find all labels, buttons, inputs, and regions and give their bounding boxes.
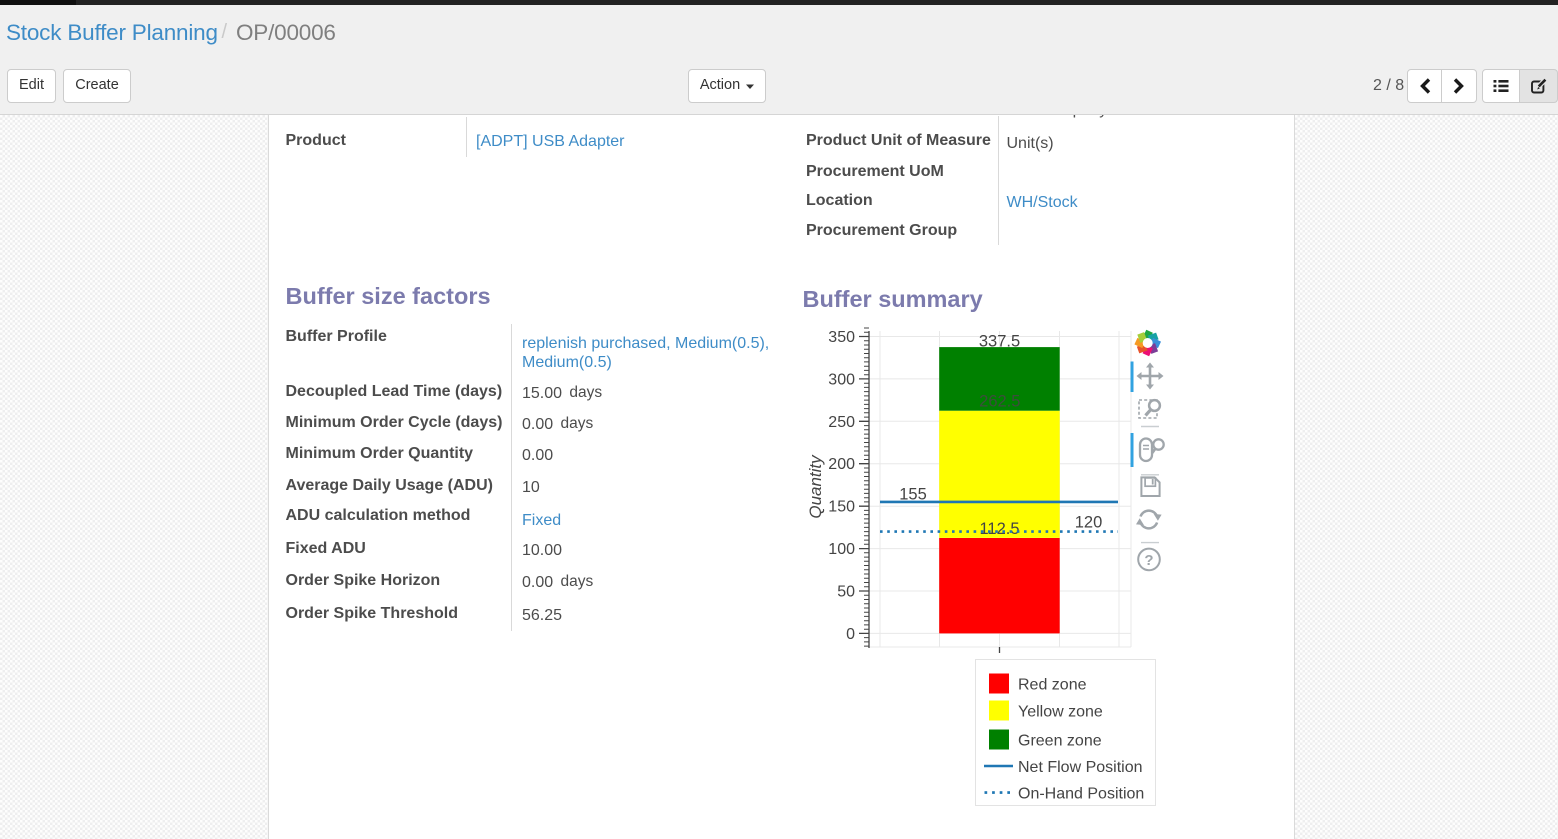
svg-text:100: 100 [828, 541, 855, 558]
svg-text:120: 120 [1075, 514, 1103, 532]
svg-text:Quantity: Quantity [806, 454, 825, 519]
svg-text:Red zone: Red zone [1018, 676, 1087, 693]
svg-text:50: 50 [837, 584, 855, 601]
svg-text:337.5: 337.5 [979, 333, 1020, 351]
svg-text:350: 350 [828, 329, 855, 346]
svg-text:262.5: 262.5 [979, 393, 1020, 411]
svg-text:Yellow zone: Yellow zone [1018, 703, 1103, 720]
svg-text:112.5: 112.5 [979, 520, 1019, 538]
svg-text:?: ? [1144, 552, 1153, 569]
svg-text:Net Flow Position: Net Flow Position [1018, 759, 1143, 776]
svg-text:250: 250 [828, 414, 855, 431]
svg-text:150: 150 [828, 499, 855, 516]
svg-text:Green zone: Green zone [1018, 732, 1102, 749]
svg-text:155: 155 [899, 486, 927, 504]
svg-text:200: 200 [828, 456, 855, 473]
svg-text:0: 0 [846, 626, 855, 643]
svg-text:On-Hand Position: On-Hand Position [1018, 785, 1144, 802]
svg-text:300: 300 [828, 371, 855, 388]
